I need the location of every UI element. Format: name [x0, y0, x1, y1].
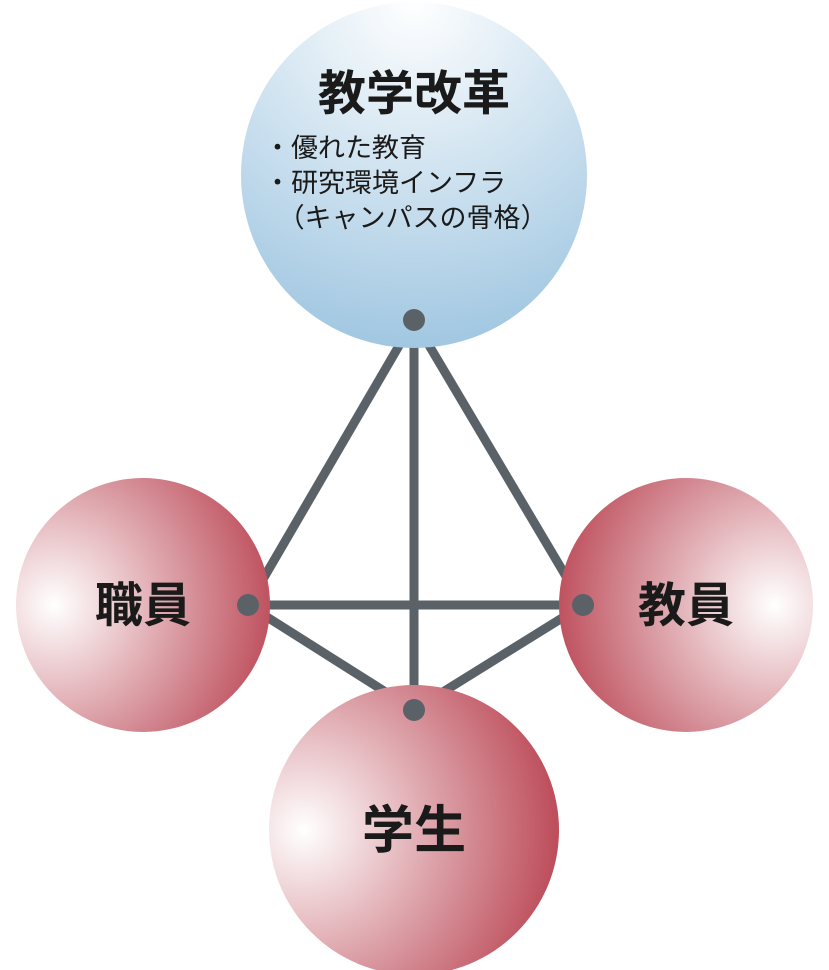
node-top-bullet-1: ・研究環境インフラ: [264, 161, 506, 200]
edge-top-right: [414, 320, 583, 605]
network-diagram: 教学改革・優れた教育・研究環境インフラ （キャンパスの骨格） 職員 教員学生: [0, 0, 829, 970]
node-bottom-label: 学生: [362, 788, 466, 863]
node-top-bullet-0: ・優れた教育: [264, 126, 426, 165]
node-right-label: 教員: [638, 566, 734, 636]
node-top-bullet-2: （キャンパスの骨格）: [264, 196, 548, 235]
port-top: [403, 309, 425, 331]
node-top-title: 教学改革: [318, 54, 510, 124]
edges-layer: [248, 320, 583, 710]
edge-top-left: [248, 320, 414, 605]
node-left-label: 職員: [95, 566, 191, 636]
port-right: [572, 594, 594, 616]
port-bottom: [403, 699, 425, 721]
port-left: [237, 594, 259, 616]
